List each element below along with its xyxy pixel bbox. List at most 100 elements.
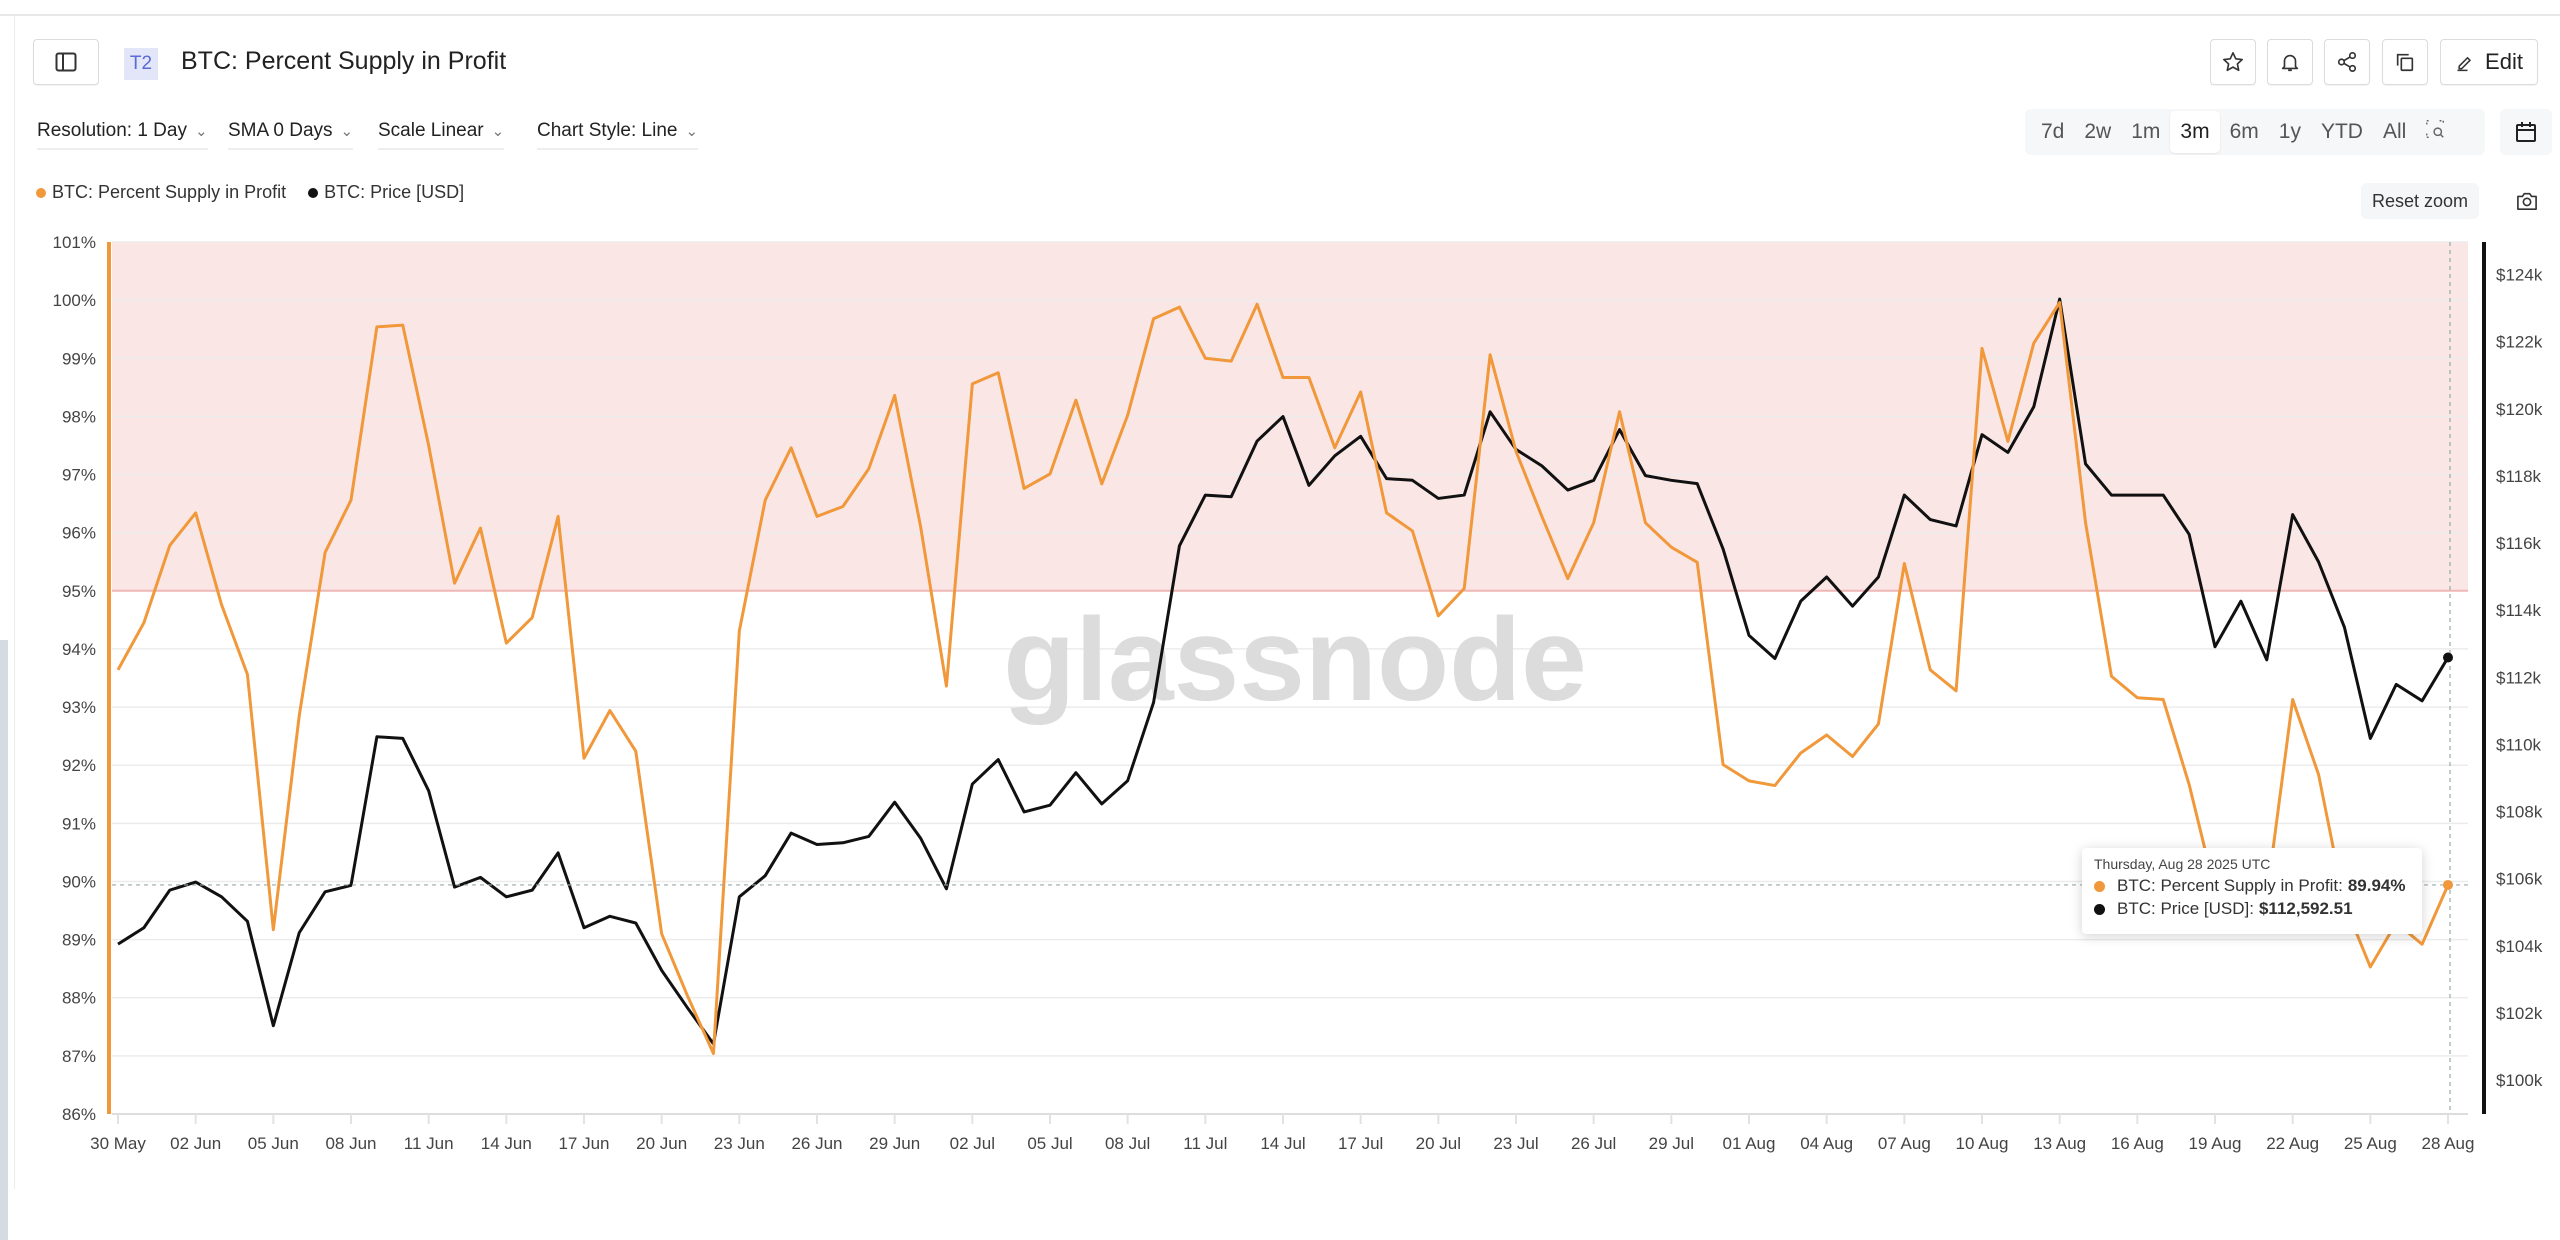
y-right-tick-label: $100k xyxy=(2496,1071,2543,1090)
y-right-tick-label: $114k xyxy=(2496,601,2542,620)
y-left-tick-label: 100% xyxy=(53,291,96,310)
tooltip-price-label: BTC: Price [USD]: xyxy=(2117,899,2254,918)
x-tick-label: 05 Jun xyxy=(248,1134,299,1153)
top-divider xyxy=(0,14,2560,16)
zoom-select-icon[interactable] xyxy=(2416,112,2454,152)
y-left-tick-label: 89% xyxy=(62,931,96,950)
star-icon xyxy=(2223,52,2243,72)
x-tick-label: 02 Jun xyxy=(170,1134,221,1153)
x-tick-label: 19 Aug xyxy=(2189,1134,2242,1153)
y-left-tick-label: 94% xyxy=(62,640,96,659)
y-left-tick-label: 92% xyxy=(62,756,96,775)
tooltip-dot xyxy=(2094,880,2105,892)
edit-label: Edit xyxy=(2485,49,2523,74)
scale-dropdown[interactable]: Scale Linear ⌄ xyxy=(378,120,505,150)
legend-item-supply[interactable]: BTC: Percent Supply in Profit xyxy=(36,182,286,203)
x-tick-label: 20 Jul xyxy=(1416,1134,1461,1153)
date-picker-button[interactable] xyxy=(2500,109,2552,155)
range-7d[interactable]: 7d xyxy=(2041,120,2065,143)
reset-zoom-button[interactable]: Reset zoom xyxy=(2361,183,2479,219)
x-tick-label: 13 Aug xyxy=(2033,1134,2086,1153)
x-tick-label: 29 Jul xyxy=(1649,1134,1694,1153)
y-left-tick-label: 88% xyxy=(62,989,96,1008)
y-left-tick-label: 93% xyxy=(62,698,96,717)
duplicate-button[interactable] xyxy=(2382,39,2428,85)
chevron-down-icon: ⌄ xyxy=(491,123,505,140)
y-right-tick-label: $124k xyxy=(2496,266,2543,285)
share-icon xyxy=(2337,52,2357,72)
tier-badge: T2 xyxy=(124,48,158,80)
screenshot-button[interactable] xyxy=(2512,187,2542,215)
chart-tooltip: Thursday, Aug 28 2025 UTC BTC: Percent S… xyxy=(2082,848,2422,934)
chevron-down-icon: ⌄ xyxy=(685,123,699,140)
supply-hover-point xyxy=(2443,879,2453,890)
range-1y[interactable]: 1y xyxy=(2278,120,2301,143)
bell-icon xyxy=(2281,54,2299,72)
alert-button[interactable] xyxy=(2267,39,2313,85)
range-3m[interactable]: 3m xyxy=(2170,111,2220,153)
x-tick-label: 05 Jul xyxy=(1027,1134,1072,1153)
y-left-tick-label: 90% xyxy=(62,872,96,891)
y-right-tick-label: $116k xyxy=(2496,534,2542,553)
resolution-dropdown[interactable]: Resolution: 1 Day ⌄ xyxy=(37,120,208,150)
favorite-button[interactable] xyxy=(2210,39,2256,85)
y-right-tick-label: $102k xyxy=(2496,1004,2543,1023)
range-ytd[interactable]: YTD xyxy=(2320,120,2363,143)
range-all[interactable]: All xyxy=(2382,120,2407,143)
x-tick-label: 28 Aug xyxy=(2422,1134,2475,1153)
x-tick-label: 02 Jul xyxy=(950,1134,995,1153)
y-left-tick-label: 91% xyxy=(62,814,96,833)
y-left-tick-label: 87% xyxy=(62,1047,96,1066)
chart-style-dropdown[interactable]: Chart Style: Line ⌄ xyxy=(537,120,699,150)
chevron-down-icon: ⌄ xyxy=(340,123,354,140)
x-tick-label: 04 Aug xyxy=(1800,1134,1853,1153)
y-left-tick-label: 96% xyxy=(62,524,96,543)
x-tick-label: 20 Jun xyxy=(636,1134,687,1153)
legend-dot xyxy=(36,188,46,199)
sidebar-edge xyxy=(0,640,8,1240)
range-6m[interactable]: 6m xyxy=(2229,120,2259,143)
y-left-tick-label: 97% xyxy=(62,466,96,485)
page-title: BTC: Percent Supply in Profit xyxy=(181,47,507,75)
y-right-tick-label: $112k xyxy=(2496,668,2542,687)
y-left-tick-label: 98% xyxy=(62,407,96,426)
x-tick-label: 29 Jun xyxy=(869,1134,920,1153)
x-tick-label: 10 Aug xyxy=(1956,1134,2009,1153)
x-tick-label: 23 Jun xyxy=(714,1134,765,1153)
y-left-tick-label: 101% xyxy=(53,233,96,252)
scale-value: Scale Linear xyxy=(378,120,484,141)
range-1m[interactable]: 1m xyxy=(2131,120,2161,143)
legend-item-price[interactable]: BTC: Price [USD] xyxy=(308,182,464,203)
x-tick-label: 14 Jul xyxy=(1260,1134,1305,1153)
sidebar-icon xyxy=(55,52,77,72)
x-tick-label: 23 Jul xyxy=(1493,1134,1538,1153)
y-left-tick-label: 86% xyxy=(62,1105,96,1124)
chart-style-value: Chart Style: Line xyxy=(537,120,678,141)
y-right-tick-label: $120k xyxy=(2496,400,2543,419)
x-tick-label: 17 Jul xyxy=(1338,1134,1383,1153)
x-tick-label: 22 Aug xyxy=(2266,1134,2319,1153)
supply-series-line xyxy=(116,300,2450,1056)
y-right-tick-label: $104k xyxy=(2496,937,2543,956)
calendar-icon xyxy=(2516,122,2536,142)
camera-icon xyxy=(2517,192,2537,210)
x-tick-label: 01 Aug xyxy=(1723,1134,1776,1153)
x-tick-label: 08 Jun xyxy=(325,1134,376,1153)
chart-canvas[interactable]: 86% 87% 88% 89% 90% 91% 92% 93% 94% 95% 96% 97% 98% 9… xyxy=(0,0,2560,1189)
x-tick-label: 07 Aug xyxy=(1878,1134,1931,1153)
edit-button[interactable]: Edit xyxy=(2440,39,2538,85)
toggle-sidebar-button[interactable] xyxy=(33,39,99,85)
y-left-tick-label: 99% xyxy=(62,349,96,368)
sma-dropdown[interactable]: SMA 0 Days ⌄ xyxy=(228,120,354,150)
chart-legend: BTC: Percent Supply in Profit BTC: Price… xyxy=(36,182,464,203)
share-button[interactable] xyxy=(2324,39,2370,85)
tooltip-dot xyxy=(2094,903,2105,915)
x-tick-label: 11 Jun xyxy=(404,1134,454,1153)
x-tick-label: 30 May xyxy=(90,1134,146,1153)
tooltip-date: Thursday, Aug 28 2025 UTC xyxy=(2094,856,2271,872)
range-2w[interactable]: 2w xyxy=(2084,120,2112,143)
left-divider xyxy=(14,16,15,1189)
y-right-tick-label: $106k xyxy=(2496,870,2543,889)
time-range-selector: 7d 2w 1m 3m 6m 1y YTD All xyxy=(2025,109,2485,155)
tooltip-price-value: $112,592.51 xyxy=(2258,899,2353,918)
